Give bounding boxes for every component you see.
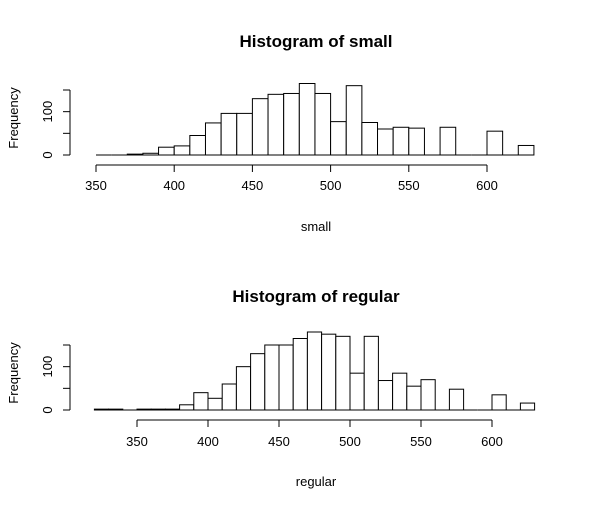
histogram-bar <box>408 127 425 156</box>
bars-regular <box>93 331 536 411</box>
histogram-bar <box>158 146 175 156</box>
histogram-bar <box>392 126 410 156</box>
histogram-bar <box>164 408 181 411</box>
histogram-bar <box>136 408 152 411</box>
histogram-bar <box>173 145 191 156</box>
histogram-bar <box>439 126 457 156</box>
histogram-small-panel: Histogram of small Frequency small 350 40… <box>6 32 535 234</box>
histogram-bar <box>142 152 160 156</box>
x-tick-label: 450 <box>242 178 264 193</box>
y-axis-regular: 0 100 <box>40 344 71 414</box>
histogram-bar <box>189 135 206 156</box>
histogram-bar <box>306 331 323 411</box>
histogram-bar <box>392 372 408 411</box>
histogram-bar <box>250 353 266 411</box>
histogram-bar <box>126 153 144 156</box>
x-tick-label: 500 <box>339 434 361 449</box>
histogram-bar <box>283 92 300 156</box>
x-tick-label: 350 <box>126 434 148 449</box>
histogram-bar <box>179 404 195 411</box>
x-tick-label: 350 <box>85 178 107 193</box>
histogram-bar <box>220 112 238 156</box>
y-tick-label: 0 <box>40 151 55 158</box>
x-tick-label: 450 <box>268 434 290 449</box>
histogram-bar <box>236 112 253 156</box>
histogram-bar <box>349 372 365 411</box>
histogram-bar <box>345 85 363 156</box>
histogram-regular-panel: Histogram of regular Frequency regular 3… <box>6 287 536 489</box>
x-axis-label-regular: regular <box>296 474 337 489</box>
histogram-bar <box>204 122 222 156</box>
x-axis-regular: 350 400 450 500 550 600 <box>126 419 503 449</box>
histogram-bar <box>193 392 209 411</box>
histogram-bar <box>363 335 379 411</box>
chart-title-regular: Histogram of regular <box>232 287 400 306</box>
x-tick-label: 600 <box>476 178 498 193</box>
histogram-bar <box>207 397 223 411</box>
x-axis-small: 350 400 450 500 550 600 <box>85 164 498 193</box>
histogram-bar <box>108 408 124 411</box>
histogram-bar <box>406 385 422 411</box>
histogram-bar <box>486 130 504 156</box>
histogram-bar <box>491 394 507 411</box>
x-tick-label: 550 <box>398 178 420 193</box>
histogram-bar <box>420 379 436 411</box>
histogram-bar <box>221 383 237 411</box>
histogram-bar <box>150 408 166 411</box>
histogram-bar <box>267 93 285 156</box>
histogram-bar <box>517 144 535 156</box>
x-tick-label: 500 <box>320 178 342 193</box>
y-axis-label-small: Frequency <box>6 87 21 149</box>
histogram-bar <box>335 335 351 411</box>
histogram-bar <box>314 92 332 156</box>
histogram-bar <box>377 380 394 411</box>
histogram-bar <box>321 333 337 411</box>
bars-small <box>96 83 535 156</box>
x-tick-label: 550 <box>410 434 432 449</box>
histogram-bar <box>278 344 294 411</box>
histogram-bar <box>298 83 316 156</box>
histogram-bar <box>93 408 110 411</box>
chart-title-small: Histogram of small <box>239 32 392 51</box>
y-axis-label-regular: Frequency <box>6 342 21 404</box>
y-axis-small: 0 100 <box>40 89 71 159</box>
y-tick-label: 100 <box>40 101 55 123</box>
x-tick-label: 400 <box>163 178 185 193</box>
histogram-bar <box>264 344 280 411</box>
y-tick-label: 0 <box>40 406 55 413</box>
x-tick-label: 600 <box>481 434 503 449</box>
x-axis-label-small: small <box>301 219 331 234</box>
histogram-bar <box>251 98 269 156</box>
histogram-bar <box>292 338 308 411</box>
histogram-bar <box>330 121 347 156</box>
histogram-bar <box>361 122 379 156</box>
histogram-bar <box>377 128 394 156</box>
histogram-bar <box>519 402 536 411</box>
y-tick-label: 100 <box>40 356 55 378</box>
histogram-bar <box>448 388 465 411</box>
histogram-bar <box>235 366 252 411</box>
x-tick-label: 400 <box>197 434 219 449</box>
